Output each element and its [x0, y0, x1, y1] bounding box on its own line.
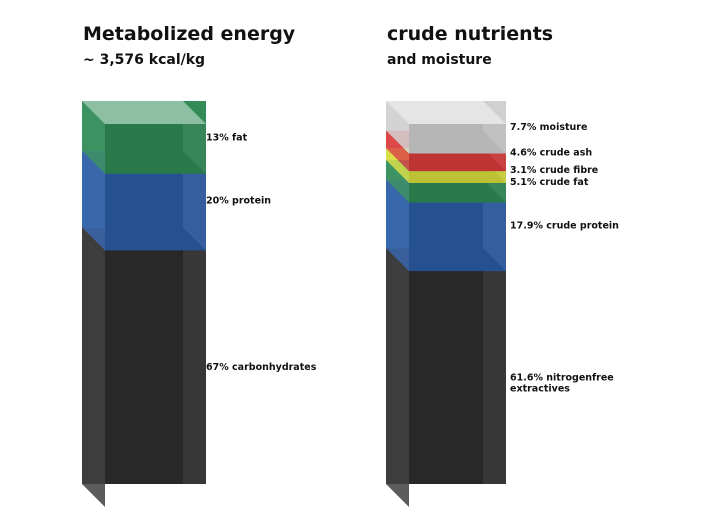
chart-2-segment-1-inner: [409, 271, 506, 484]
chart-1-top-cap: [82, 101, 206, 124]
chart-1-subtitle: ~ 3,576 kcal/kg: [83, 52, 206, 68]
chart-1-segment-2-edge: [183, 150, 206, 251]
chart-2-top-cap: [386, 101, 506, 124]
chart-2-segment-1-edge: [483, 248, 506, 484]
chart-2-segment-3-label: 5.1% crude fat: [510, 177, 589, 188]
chart-2-segment-6-inner: [409, 124, 506, 154]
chart-2-segment-2-label: 17.9% crude protein: [510, 220, 619, 231]
chart-1-segment-3-label: 13% fat: [206, 132, 248, 143]
chart-1-segment-2-label: 20% protein: [206, 196, 271, 207]
chart-1-segment-1-side: [82, 227, 105, 507]
chart-2-segment-3-inner: [409, 182, 506, 203]
chart-1-segment-1-edge: [183, 227, 206, 484]
chart-2-segment-4-label: 3.1% crude fibre: [510, 165, 598, 176]
chart-2-segment-5-side: [386, 130, 409, 172]
chart-2-segment-1-label: 61.6% nitrogenfree extractives: [510, 373, 614, 395]
chart-2-segment-5-inner: [409, 153, 506, 172]
chart-1-segment-1-inner: [105, 250, 206, 484]
chart-2-segment-6-side: [386, 101, 409, 154]
chart-2-segment-5-label: 4.6% crude ash: [510, 147, 592, 158]
chart-2-segment-3-side: [386, 159, 409, 203]
chart-2-subtitle: and moisture: [387, 52, 492, 68]
chart-2-segment-4-side: [386, 148, 409, 183]
chart-1-segment-2-side: [82, 150, 105, 251]
chart-2-segment-2-inner: [409, 202, 506, 272]
chart-1-title: Metabolized energy: [83, 23, 296, 45]
chart-2-title: crude nutrients: [387, 23, 554, 45]
chart-2-segment-6-label: 7.7% moisture: [510, 122, 587, 133]
chart-1-segment-3-side: [82, 101, 105, 174]
chart-1-segment-1-label: 67% carbonhydrates: [206, 362, 317, 373]
chart-2-segment-1-side: [386, 248, 409, 507]
chart-1-segment-3-inner: [105, 124, 206, 174]
chart-2-segment-2-side: [386, 179, 409, 272]
chart-2-segment-4-inner: [409, 171, 506, 183]
chart-1-segment-2-inner: [105, 173, 206, 251]
